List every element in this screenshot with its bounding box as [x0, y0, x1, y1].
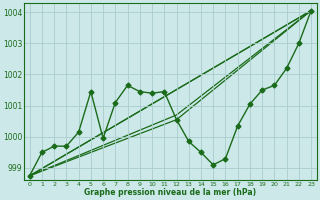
X-axis label: Graphe pression niveau de la mer (hPa): Graphe pression niveau de la mer (hPa): [84, 188, 256, 197]
